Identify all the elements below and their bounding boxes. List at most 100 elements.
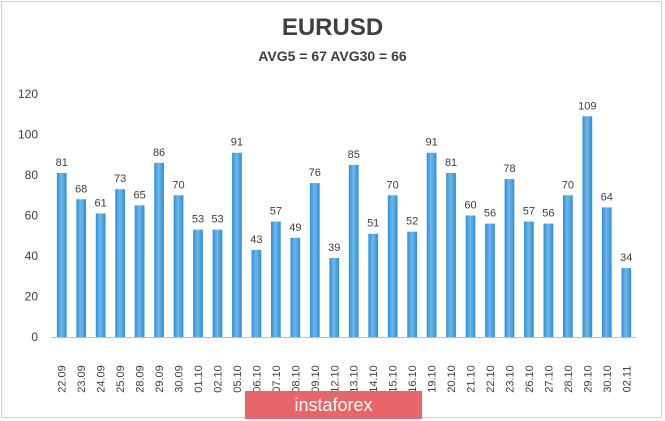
y-tick-label: 100 [18, 128, 38, 142]
bar-30.10 [601, 207, 612, 337]
bar-14.10 [368, 233, 379, 337]
bar-01.10 [193, 229, 203, 337]
x-tick-label: 12.10 [329, 365, 341, 393]
y-axis-ticks: 0 20 40 60 80 100 120 [18, 87, 38, 344]
x-tick-label: 22.09 [57, 365, 69, 393]
bar-29.10 [582, 116, 593, 338]
x-tick-label: 23.09 [76, 365, 88, 393]
data-label: 86 [153, 147, 165, 159]
bar-08.10 [290, 237, 301, 337]
x-tick-label: 02.11 [621, 366, 633, 393]
y-tick-label: 40 [25, 249, 39, 263]
data-label: 78 [503, 163, 515, 175]
instaforex-watermark: instaforex [245, 391, 422, 419]
x-tick-label: 28.10 [563, 365, 575, 393]
x-tick-label: 16.10 [407, 365, 419, 393]
data-label: 81 [56, 157, 68, 169]
x-tick-label: 01.10 [193, 365, 205, 393]
data-label: 91 [231, 137, 243, 149]
x-tick-label: 29.09 [154, 365, 166, 393]
bar-13.10 [348, 164, 359, 337]
bar-22.10 [485, 223, 495, 337]
x-tick-label: 21.10 [466, 365, 478, 393]
data-labels: 81 68 61 73 65 86 70 53 53 91 43 57 49 76 39 85 51 70 52 91… [56, 100, 633, 264]
bars [56, 116, 632, 338]
data-label: 70 [172, 179, 184, 191]
bar-23.10 [504, 179, 515, 337]
data-label: 60 [464, 200, 476, 212]
bar-15.10 [387, 195, 398, 337]
data-label: 61 [95, 197, 107, 209]
y-tick-label: 0 [31, 330, 38, 344]
x-tick-label: 26.10 [524, 365, 536, 393]
bar-25.09 [115, 189, 125, 337]
x-tick-label: 27.10 [543, 365, 555, 393]
bar-06.10 [251, 249, 262, 337]
x-tick-label: 25.09 [115, 365, 127, 393]
y-tick-label: 20 [25, 290, 39, 304]
data-label: 52 [406, 216, 418, 228]
bar-28.10 [563, 195, 573, 337]
data-label: 91 [425, 137, 437, 149]
data-label: 70 [562, 179, 574, 191]
data-label: 70 [387, 179, 399, 191]
data-label: 57 [523, 206, 535, 218]
x-tick-label: 06.10 [251, 365, 263, 393]
data-label: 34 [620, 252, 632, 264]
x-tick-label: 07.10 [271, 365, 283, 393]
x-tick-label: 19.10 [427, 365, 439, 393]
x-tick-label: 20.10 [446, 365, 458, 393]
data-label: 64 [601, 191, 613, 203]
data-label: 68 [75, 183, 87, 195]
data-label: 73 [114, 173, 126, 185]
x-axis-ticks: 22.09 23.09 24.09 25.09 28.09 29.09 30.09 01.10… [57, 365, 634, 393]
bar-30.09 [173, 195, 184, 337]
x-tick-label: 24.09 [96, 365, 108, 393]
x-tick-label: 29.10 [582, 365, 594, 393]
bar-12.10 [329, 258, 340, 337]
x-tick-label: 23.10 [504, 365, 516, 393]
data-label: 85 [348, 149, 360, 161]
bar-24.09 [95, 213, 106, 337]
bar-02.11 [621, 268, 632, 337]
data-label: 43 [250, 234, 262, 246]
bar-22.09 [56, 172, 67, 337]
chart-subtitle: AVG5 = 67 AVG30 = 66 [258, 48, 407, 64]
bar-28.09 [134, 205, 145, 337]
bar-07.10 [271, 221, 281, 337]
y-tick-label: 120 [18, 87, 38, 101]
x-tick-label: 22.10 [485, 365, 497, 393]
x-tick-label: 09.10 [310, 365, 322, 393]
bar-05.10 [232, 152, 242, 337]
bar-09.10 [309, 183, 320, 337]
chart-title: EURUSD [281, 14, 384, 41]
bar-19.10 [426, 152, 437, 337]
bar-20.10 [446, 172, 456, 337]
x-tick-label: 08.10 [290, 365, 302, 393]
x-tick-label: 14.10 [368, 365, 380, 393]
data-label: 53 [192, 214, 204, 226]
bar-23.09 [76, 199, 87, 337]
x-tick-label: 05.10 [232, 365, 244, 393]
data-label: 57 [270, 206, 282, 218]
y-tick-label: 60 [25, 209, 39, 223]
x-tick-label: 30.09 [174, 365, 186, 393]
data-label: 49 [289, 222, 301, 234]
data-label: 56 [484, 208, 496, 220]
data-label: 39 [328, 242, 340, 254]
data-label: 65 [133, 189, 145, 201]
x-tick-label: 02.10 [212, 365, 224, 393]
data-label: 53 [211, 214, 223, 226]
bar-16.10 [407, 231, 417, 337]
data-label: 51 [367, 218, 379, 230]
x-tick-label: 28.09 [135, 365, 147, 393]
data-label: 81 [445, 157, 457, 169]
data-label: 76 [309, 167, 321, 179]
y-tick-label: 80 [25, 168, 39, 182]
bar-21.10 [465, 215, 476, 337]
data-label: 109 [578, 100, 596, 112]
bar-27.10 [543, 223, 554, 337]
bar-02.10 [212, 229, 223, 337]
x-tick-label: 13.10 [349, 365, 361, 393]
